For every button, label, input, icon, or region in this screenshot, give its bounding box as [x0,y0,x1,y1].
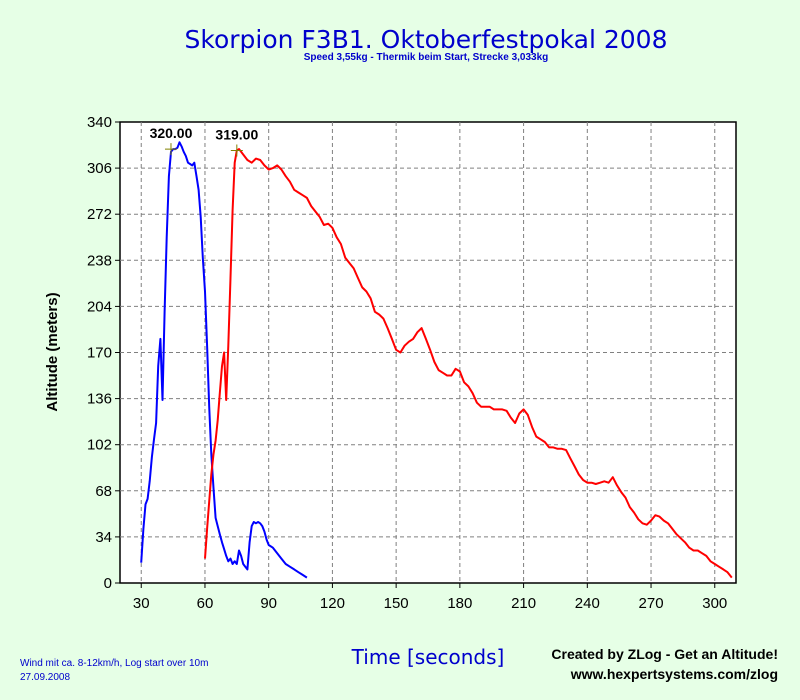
series-line-2 [204,148,733,579]
series-group [140,141,733,579]
peak-label-1: 320.00 [150,125,193,141]
y-tick-label: 34 [95,529,112,546]
y-tick-label: 136 [87,391,112,408]
x-tick-label: 210 [511,595,536,612]
y-tick-label: 170 [87,345,112,362]
credit-url: www.hexpertsystems.com/zlog [570,666,778,682]
x-tick-label: 90 [260,595,277,612]
peak-marker-1 [164,143,177,156]
date-note: 27.09.2008 [20,672,70,683]
x-tick-label: 240 [575,595,600,612]
x-tick-label: 60 [197,595,214,612]
y-tick-label: 238 [87,252,112,269]
y-tick-label: 340 [87,114,112,131]
x-tick-label: 300 [702,595,727,612]
x-axis-label: Time [seconds] [351,645,505,669]
peak-markers: 320.00 319.00 [150,125,258,157]
y-tick-label: 306 [87,160,112,177]
x-tick-label: 30 [133,595,150,612]
chart-subtitle: Speed 3,55kg - Thermik beim Start, Strec… [304,52,549,63]
y-tick-label: 68 [95,483,112,500]
x-axis-ticks: 30 60 90 120 150 180 210 240 270 300 [133,583,727,612]
y-tick-label: 272 [87,206,112,223]
y-axis-ticks: 0 34 68 102 136 170 204 238 272 306 340 [87,114,120,592]
series-line-1 [140,141,308,579]
y-tick-label: 204 [87,298,112,315]
credit-line: Created by ZLog - Get an Altitude! [551,646,778,662]
peak-marker-2 [230,144,243,157]
x-tick-label: 120 [320,595,345,612]
wind-note: Wind mit ca. 8-12km/h, Log start over 10… [20,658,208,669]
y-axis-label: Altitude (meters) [44,292,61,411]
peak-label-2: 319.00 [215,126,258,142]
y-tick-label: 0 [104,575,112,592]
x-tick-label: 180 [447,595,472,612]
x-tick-label: 150 [384,595,409,612]
grid-lines [120,122,736,583]
x-tick-label: 270 [639,595,664,612]
y-tick-label: 102 [87,437,112,454]
chart-title: Skorpion F3B1. Oktoberfestpokal 2008 [185,25,668,54]
